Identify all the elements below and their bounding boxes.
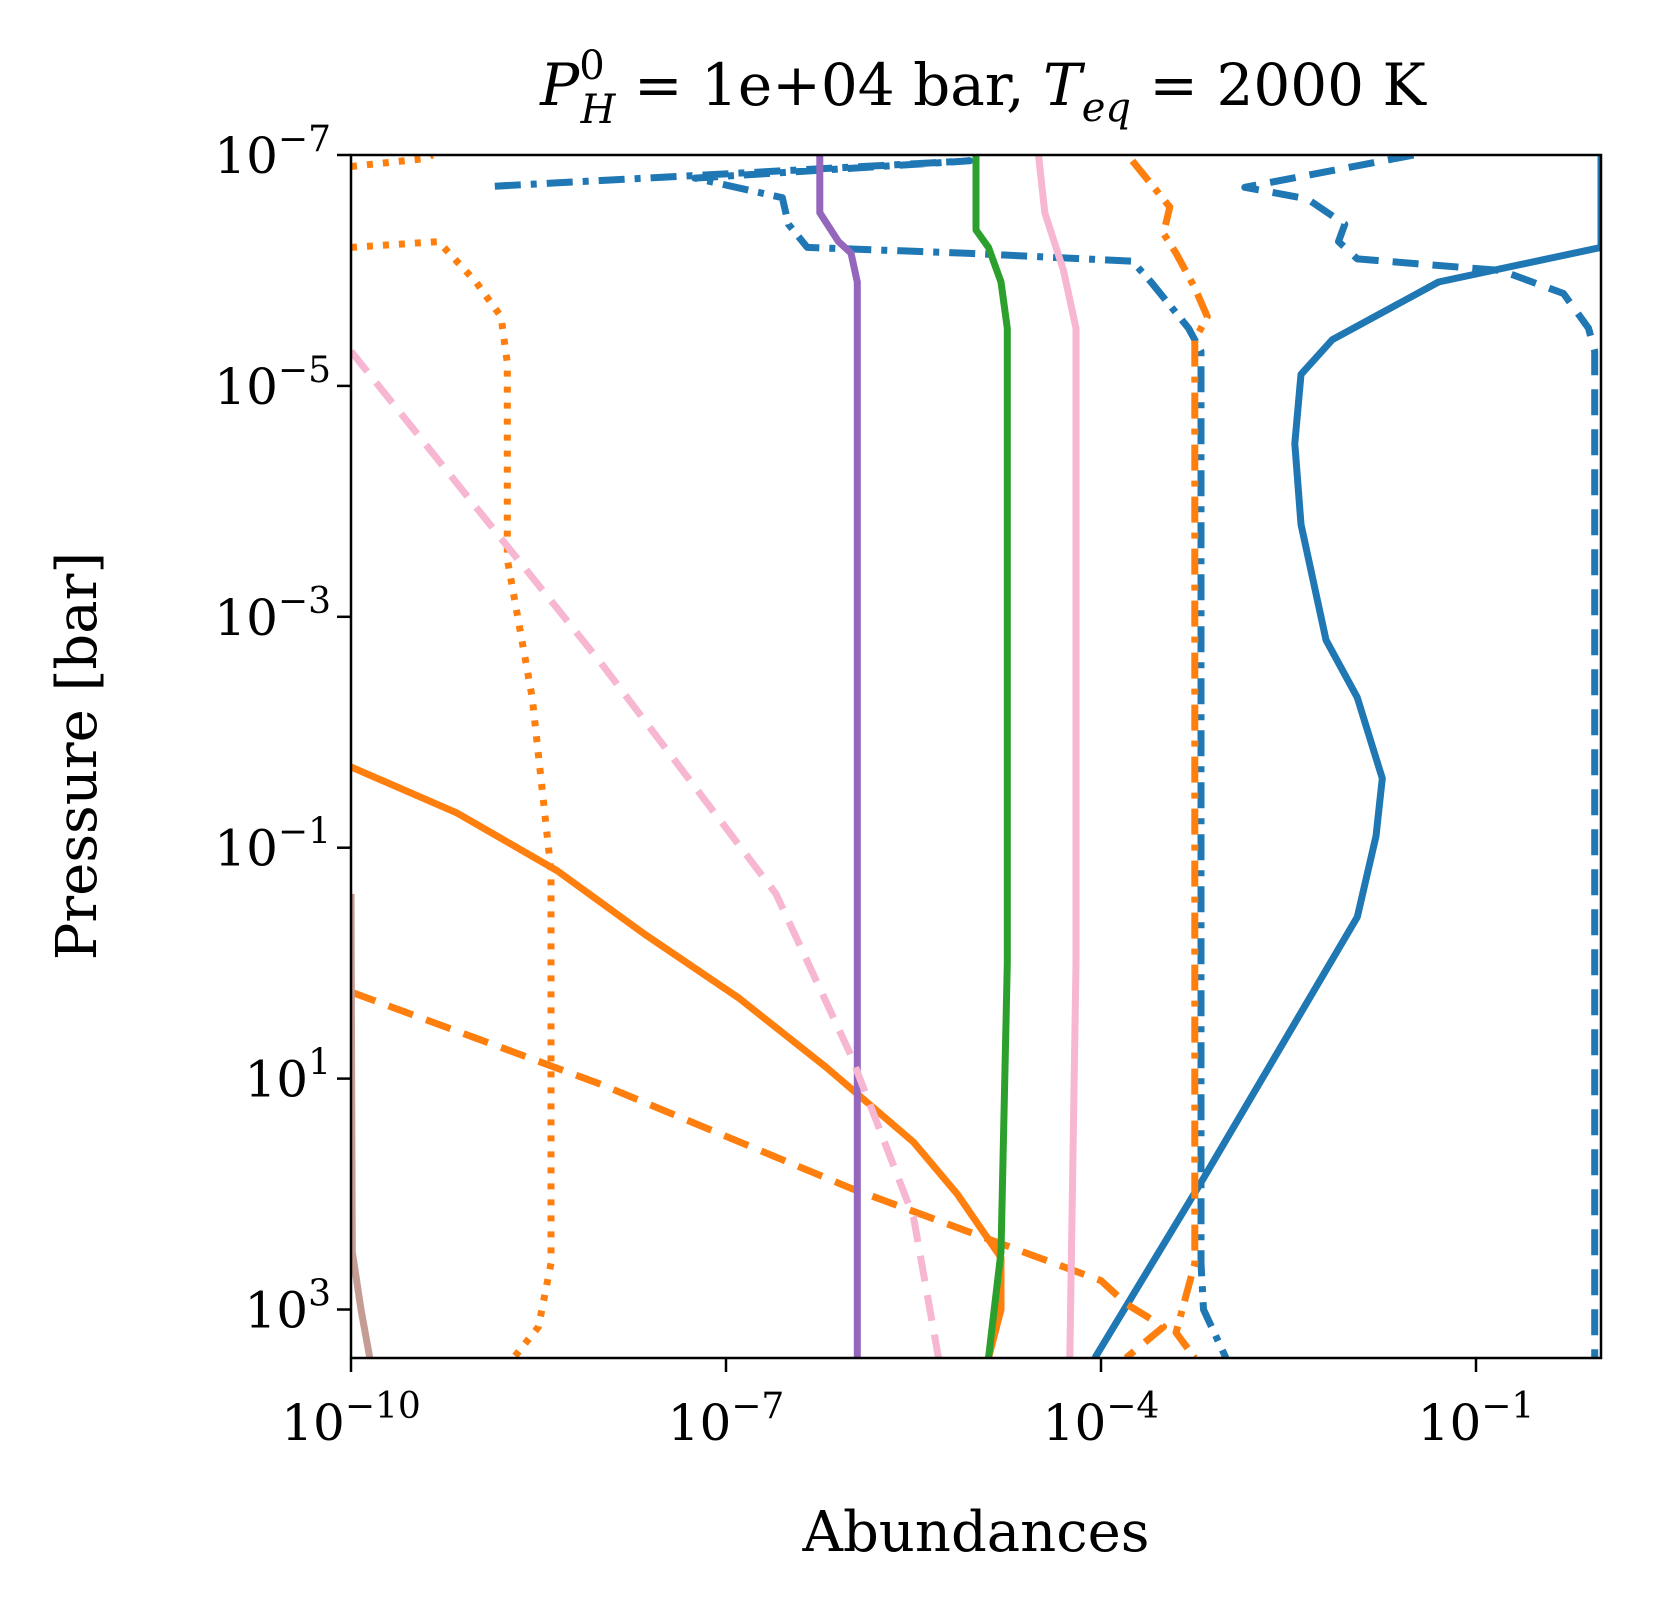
y-tick-label: 10−3	[214, 581, 331, 647]
series-line-orange-dashed	[351, 988, 1167, 1358]
y-axis: 10−7 10−5 10−3 10−1 101 103	[214, 119, 351, 1340]
title-t-sub: eq	[1082, 85, 1131, 131]
x-tick-label: 10−1	[1418, 1386, 1535, 1452]
y-tick-label: 10−5	[214, 350, 331, 416]
y-tick-label: 10−1	[214, 812, 331, 878]
title-p-sub: H	[580, 87, 617, 133]
y-tick-label: 103	[244, 1274, 331, 1340]
series-layer	[351, 155, 1601, 1358]
x-axis-label: Abundances	[802, 1500, 1150, 1565]
y-axis-label: Pressure [bar]	[45, 552, 110, 961]
series-line-orange-dotted	[351, 238, 555, 1358]
x-tick-label: 10−7	[668, 1386, 785, 1452]
series-line-blue-dashed	[1241, 155, 1599, 1358]
chart-title: P0 H = 1e+04 bar, Teq = 2000 K	[539, 43, 1427, 133]
title-p-value: = 1e+04 bar,	[616, 51, 1043, 119]
title-p-symbol: P	[539, 51, 580, 119]
x-axis: 10−10 10−7 10−4 10−1	[281, 1358, 1534, 1452]
plot-frame	[349, 153, 1603, 1360]
series-line-green-solid	[972, 155, 1011, 1358]
x-tick-label: 10−10	[281, 1386, 421, 1452]
title-t-value: = 2000 K	[1131, 51, 1428, 119]
series-line-orange-dashdot	[1129, 158, 1211, 1358]
title-t-symbol: T	[1043, 51, 1086, 119]
y-tick-label: 10−7	[214, 119, 331, 185]
x-tick-label: 10−4	[1043, 1386, 1160, 1452]
series-line-pink-solid	[1035, 155, 1080, 1358]
series-line-purple-solid	[816, 155, 861, 1358]
title-p-sup: 0	[579, 43, 604, 89]
series-line-blue-dashdot	[494, 157, 1230, 1358]
series-line-pink-dashed	[351, 349, 942, 1358]
y-tick-label: 101	[244, 1043, 331, 1109]
series-line-blue-solid	[1091, 155, 1601, 1358]
